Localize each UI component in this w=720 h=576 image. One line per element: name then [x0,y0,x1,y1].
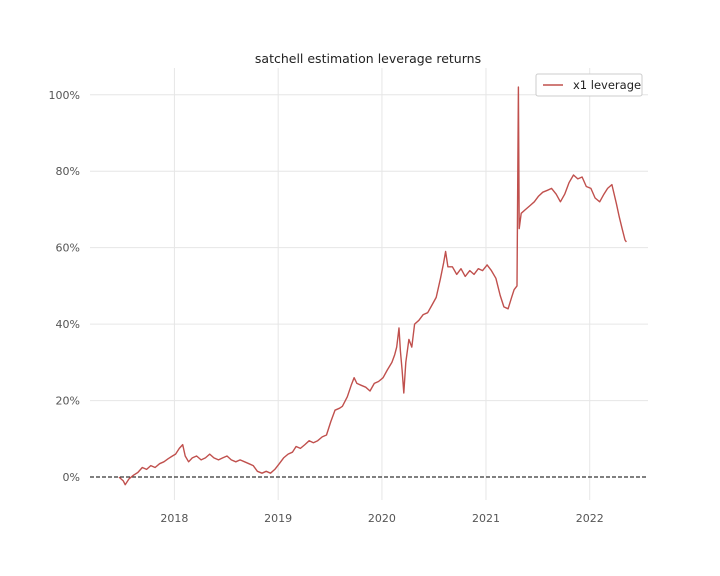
x-tick-label: 2018 [160,512,188,525]
x-tick-label: 2019 [264,512,292,525]
y-tick-label: 20% [56,395,80,408]
y-tick-label: 0% [63,471,80,484]
x-tick-label: 2022 [576,512,604,525]
y-tick-label: 40% [56,318,80,331]
legend-label: x1 leverage [573,78,641,92]
y-tick-label: 80% [56,165,80,178]
x-gridlines [173,68,591,500]
y-tick-label: 100% [49,89,80,102]
legend: x1 leverage [535,73,643,97]
chart-title: satchell estimation leverage returns [255,51,481,66]
series-line-x1-leverage [118,86,627,486]
x-tick-label: 2021 [472,512,500,525]
y-tick-label: 60% [56,242,80,255]
y-tick-labels: 0% 20% 40% 60% 80% 100% [49,89,80,484]
legend-box [535,73,643,97]
x-tick-labels: 2018 2019 2020 2021 2022 [160,512,603,525]
x-tick-label: 2020 [368,512,396,525]
